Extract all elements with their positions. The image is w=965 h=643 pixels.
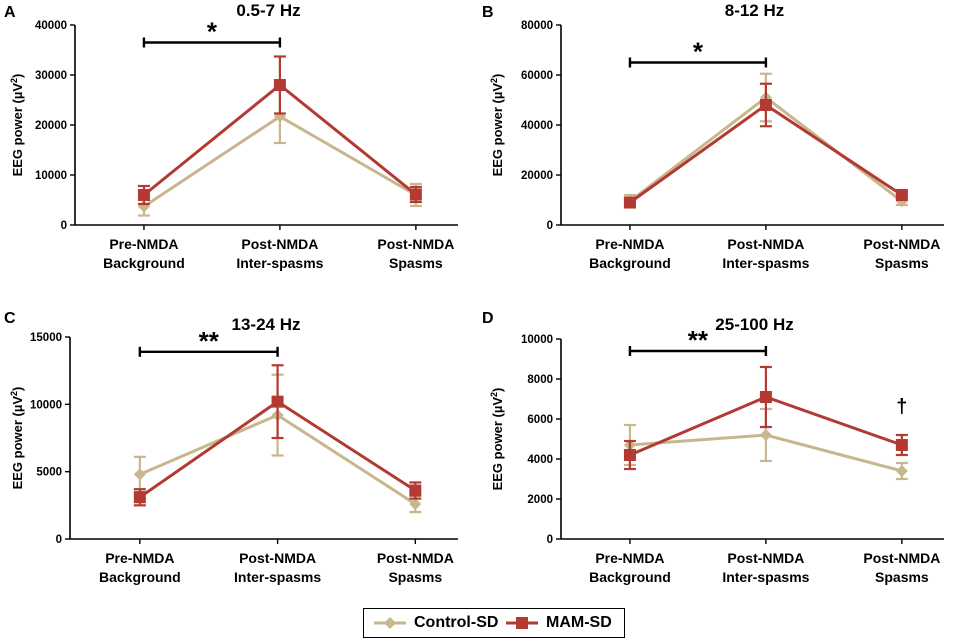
panel-b: B 8-12 Hz EEG power (µV2) 0 20000 40000 60000 8… [482, 1, 944, 271]
panel-letter: C [4, 310, 16, 327]
data-point-mam [623, 196, 636, 209]
legend-control-label: Control-SD [414, 614, 499, 631]
data-point-control [409, 497, 422, 510]
panel-letter: D [482, 310, 494, 327]
panel-c: C 13-24 Hz EEG power (µV2) 0 5000 10000 15000 P… [4, 310, 458, 585]
panel-d: D 25-100 Hz EEG power (µV2) 0 2000 4000 6000 80… [482, 310, 944, 585]
x-tick-label: Inter-spasms [236, 255, 323, 271]
data-point-mam [273, 79, 286, 91]
y-axis-label: EEG power (µV2) [9, 74, 25, 177]
y-tick-label: 80000 [521, 20, 553, 32]
annotation-dagger: † [896, 396, 907, 418]
y-tick-label: 8000 [527, 374, 553, 386]
y-tick-label: 0 [61, 220, 67, 232]
data-point-control [133, 468, 146, 481]
significance-label: ** [199, 326, 220, 356]
y-tick-label: 0 [547, 534, 553, 546]
y-axis-label: EEG power (µV2) [489, 388, 505, 491]
x-tick-label: Inter-spasms [234, 569, 321, 585]
data-point-mam [895, 439, 908, 451]
data-point-control [895, 465, 908, 477]
y-axis-label: EEG power (µV2) [489, 74, 505, 177]
x-tick-label: Pre-NMDA [595, 236, 664, 252]
y-tick-label: 40000 [521, 120, 553, 132]
x-tick-label: Post-NMDA [377, 236, 454, 252]
legend-item-control: Control-SD [372, 609, 498, 637]
panel-a: A 0.5-7 Hz EEG power (µV2) 0 10000 20000 30000… [4, 1, 458, 271]
x-tick-label: Spasms [875, 255, 929, 271]
data-point-mam [409, 484, 422, 497]
data-point-control [759, 429, 772, 441]
significance-label: * [207, 17, 218, 47]
y-tick-label: 15000 [30, 332, 62, 344]
legend-control-marker [374, 617, 406, 629]
y-tick-label: 20000 [35, 120, 67, 132]
x-tick-label: Spasms [388, 569, 442, 585]
data-point-mam [623, 449, 636, 461]
data-point-mam [409, 188, 422, 201]
y-tick-label: 30000 [35, 70, 67, 82]
y-tick-label: 20000 [521, 170, 553, 182]
x-tick-label: Inter-spasms [722, 255, 809, 271]
panel-title: 0.5-7 Hz [236, 1, 300, 20]
y-tick-label: 4000 [527, 454, 553, 466]
significance-label: ** [688, 325, 709, 355]
y-tick-label: 40000 [35, 20, 67, 32]
y-tick-label: 0 [56, 534, 62, 546]
x-tick-label: Pre-NMDA [595, 550, 664, 566]
panel-title: 13-24 Hz [232, 315, 301, 334]
x-tick-label: Background [589, 255, 671, 271]
x-tick-label: Pre-NMDA [105, 550, 174, 566]
data-point-mam [271, 395, 284, 408]
panel-letter: B [482, 4, 494, 21]
x-tick-label: Post-NMDA [377, 550, 454, 566]
y-tick-label: 10000 [521, 334, 553, 346]
legend-mam-marker [506, 617, 538, 629]
data-point-mam [759, 391, 772, 403]
significance-label: * [693, 37, 704, 67]
x-tick-label: Spasms [389, 255, 443, 271]
y-tick-label: 0 [547, 220, 553, 232]
data-point-mam [759, 99, 772, 111]
y-tick-label: 6000 [527, 414, 553, 426]
panel-title: 8-12 Hz [725, 1, 785, 20]
x-tick-label: Background [99, 569, 181, 585]
panel-title: 25-100 Hz [715, 315, 793, 334]
x-tick-label: Pre-NMDA [109, 236, 178, 252]
y-axis-label: EEG power (µV2) [9, 387, 25, 490]
data-point-mam [137, 189, 150, 201]
x-tick-label: Background [589, 569, 671, 585]
x-tick-label: Post-NMDA [239, 550, 316, 566]
legend: Control-SD MAM-SD [363, 608, 625, 638]
y-tick-label: 10000 [35, 170, 67, 182]
x-tick-label: Post-NMDA [863, 236, 940, 252]
data-point-mam [895, 189, 908, 201]
legend-item-mam: MAM-SD [504, 609, 612, 637]
y-tick-label: 10000 [30, 399, 62, 411]
x-tick-label: Spasms [875, 569, 929, 585]
x-tick-label: Post-NMDA [863, 550, 940, 566]
x-tick-label: Post-NMDA [727, 236, 804, 252]
y-tick-label: 60000 [521, 70, 553, 82]
data-point-mam [133, 491, 146, 504]
x-tick-label: Background [103, 255, 185, 271]
y-tick-label: 2000 [527, 494, 553, 506]
legend-mam-label: MAM-SD [546, 614, 612, 631]
x-tick-label: Post-NMDA [727, 550, 804, 566]
x-tick-label: Post-NMDA [241, 236, 318, 252]
x-tick-label: Inter-spasms [722, 569, 809, 585]
panel-letter: A [4, 4, 16, 21]
y-tick-label: 5000 [36, 467, 62, 479]
